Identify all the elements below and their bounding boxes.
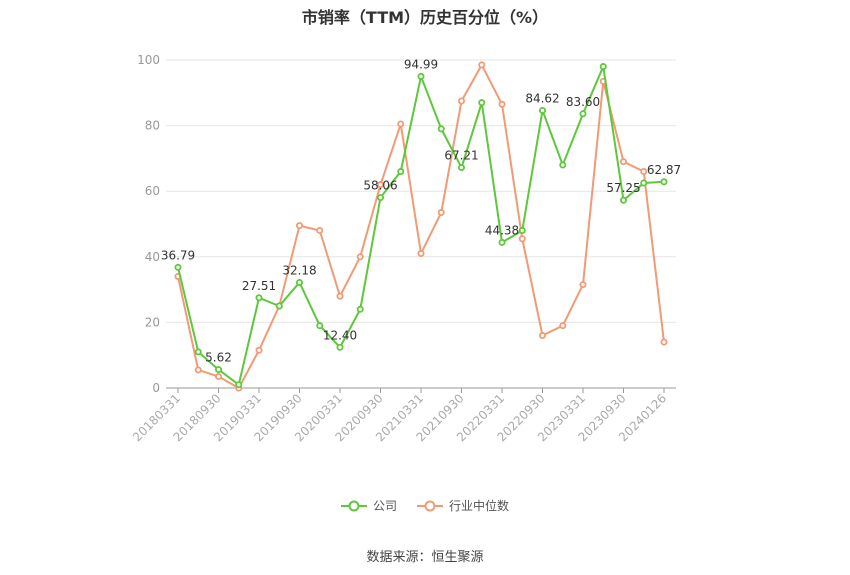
data-label: 84.62 [525, 91, 559, 105]
legend-item-industry-median[interactable]: 行业中位数 [417, 497, 509, 514]
point-company [559, 161, 567, 169]
point-industry-median [356, 253, 364, 261]
data-label: 67.21 [444, 149, 478, 163]
legend-company-marker-icon [340, 500, 367, 511]
data-label: 83.60 [566, 95, 600, 109]
point-industry-median [437, 209, 445, 217]
point-company [478, 99, 486, 107]
data-label: 36.79 [161, 248, 195, 262]
data-label: 5.62 [205, 351, 232, 365]
point-industry-median [316, 227, 324, 235]
point-company [660, 178, 668, 186]
point-company [579, 110, 587, 118]
point-company [214, 366, 222, 374]
data-label: 58.06 [363, 179, 397, 193]
series-line-industry-median [177, 63, 665, 389]
data-label: 44.38 [485, 223, 519, 237]
point-company [539, 106, 547, 114]
point-company [498, 238, 506, 246]
point-industry-median [640, 168, 648, 176]
point-company [376, 194, 384, 202]
point-industry-median [518, 235, 526, 243]
point-industry-median [579, 281, 587, 289]
point-industry-median [457, 97, 465, 105]
point-industry-median [214, 373, 222, 381]
legend-label-company: 公司 [372, 499, 397, 513]
point-company [275, 302, 283, 310]
legend: 公司 行业中位数 [0, 497, 850, 514]
chart-title: 市销率（TTM）历史百分位（%） [301, 8, 549, 27]
y-tick-label: 40 [145, 250, 160, 264]
legend-item-company[interactable]: 公司 [340, 497, 397, 514]
point-industry-median [559, 322, 567, 330]
point-company [174, 263, 182, 271]
point-company [397, 168, 405, 176]
data-label: 12.40 [323, 328, 357, 342]
point-company [457, 164, 465, 172]
point-industry-median [539, 332, 547, 340]
point-industry-median [478, 61, 486, 69]
point-industry-median [295, 222, 303, 230]
point-company [417, 72, 425, 80]
point-industry-median [498, 100, 506, 108]
data-source: 数据来源：恒生聚源 [366, 550, 484, 565]
point-company [295, 278, 303, 286]
y-tick-label: 60 [145, 184, 160, 198]
point-industry-median [194, 366, 202, 374]
point-company [235, 381, 243, 389]
point-company [640, 179, 648, 187]
legend-industry-marker-icon [417, 500, 443, 511]
point-industry-median [376, 181, 384, 189]
point-company [356, 305, 364, 313]
point-company [518, 227, 526, 235]
data-label: 32.18 [282, 263, 316, 277]
y-tick-label: 80 [145, 119, 160, 133]
point-industry-median [417, 250, 425, 258]
point-industry-median [397, 120, 405, 128]
series-lines [174, 61, 668, 392]
point-company [336, 343, 344, 351]
point-company [316, 322, 324, 330]
series-line-company [177, 65, 665, 386]
axes: 0204060801002018033120180930201903312019… [130, 53, 676, 444]
y-tick-label: 100 [137, 53, 160, 67]
data-label: 27.51 [242, 279, 276, 293]
legend-label-industry-median: 行业中位数 [449, 499, 510, 513]
point-company [437, 125, 445, 133]
point-industry-median [660, 338, 668, 346]
data-label: 62.87 [647, 163, 681, 177]
point-company [255, 294, 263, 302]
data-labels: 36.79 5.62 27.51 32.18 12.40 58.06 94.99 67.21 4… [161, 57, 681, 364]
point-industry-median [620, 158, 628, 166]
point-company [599, 63, 607, 71]
point-company [620, 196, 628, 204]
point-company [194, 348, 202, 356]
data-label: 57.25 [606, 181, 640, 195]
y-tick-label: 0 [152, 381, 160, 395]
point-industry-median [336, 292, 344, 300]
data-label: 94.99 [404, 57, 438, 71]
point-industry-median [255, 346, 263, 354]
y-tick-label: 20 [145, 315, 160, 329]
